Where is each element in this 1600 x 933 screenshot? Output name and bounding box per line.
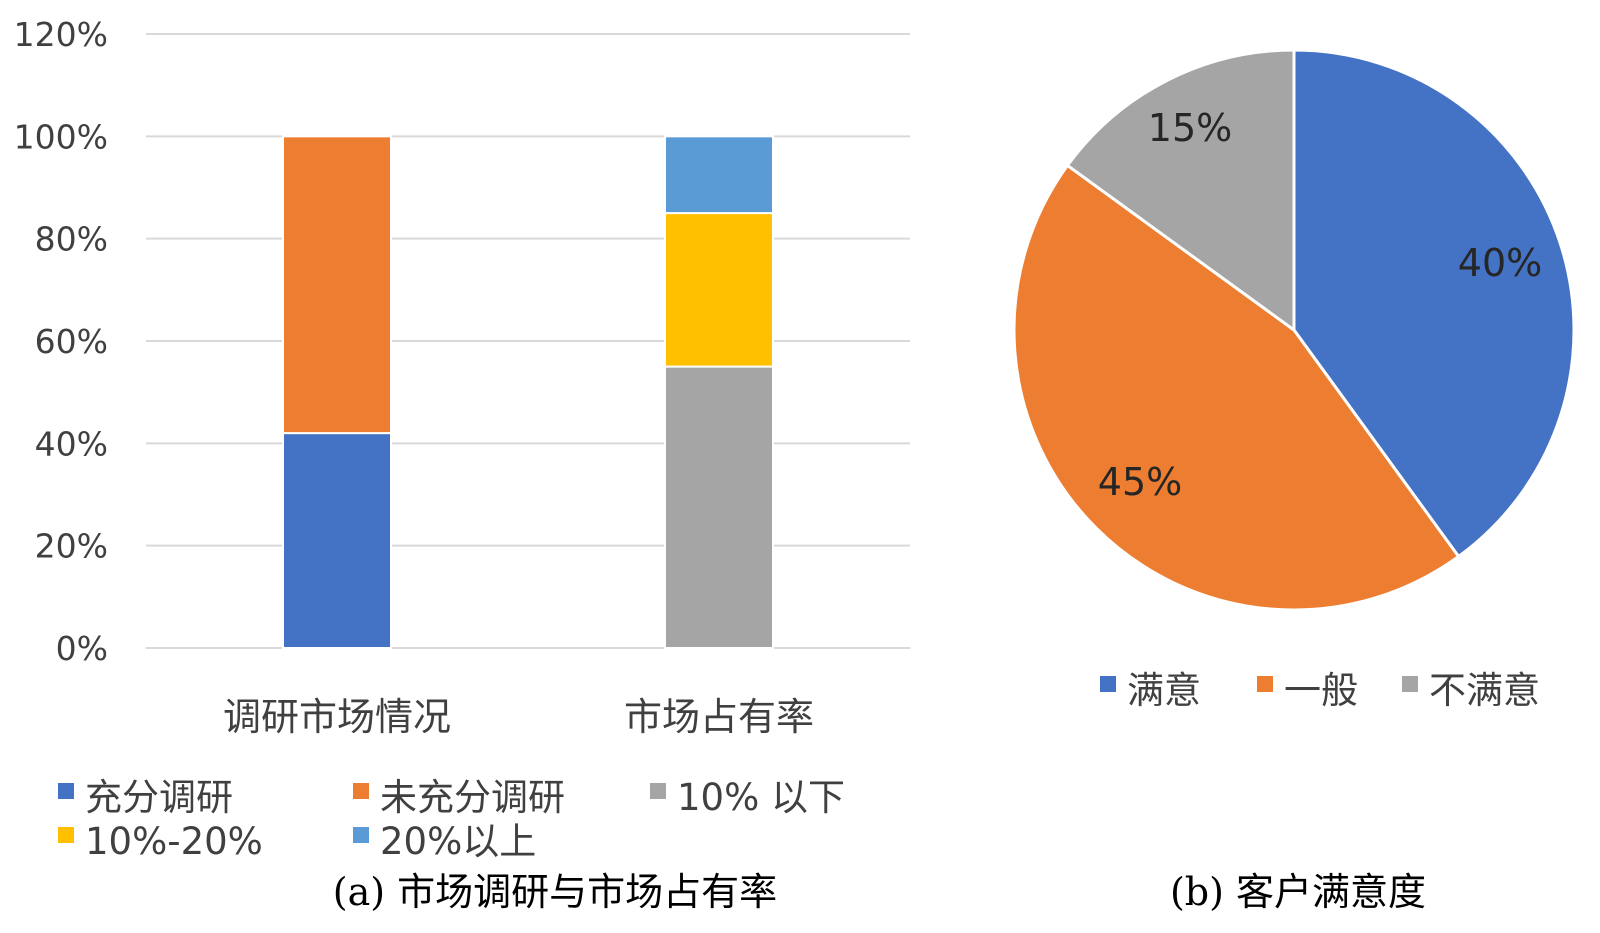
- bar-legend: 充分调研 未充分调研 10% 以下 10%-20% 20%以上: [58, 776, 845, 863]
- pie-chart: 40% 45% 15% 满意 一般 不满意 (b) 客户满意度: [1012, 48, 1576, 914]
- legend-swatch: [1257, 676, 1273, 692]
- legend-label: 20%以上: [380, 820, 536, 863]
- bars: [282, 135, 774, 649]
- pie-data-label: 45%: [1098, 460, 1182, 504]
- pie-slice: [1012, 163, 1461, 612]
- pie-slice: [1065, 48, 1296, 333]
- legend-label: 满意: [1127, 669, 1201, 712]
- y-tick-label: 120%: [14, 15, 108, 54]
- y-tick-label: 60%: [35, 322, 108, 361]
- legend-swatch: [353, 783, 369, 799]
- legend-swatch: [58, 827, 74, 843]
- pie-chart-caption: (b) 客户满意度: [1170, 870, 1426, 914]
- bar-segment-4472c4: [282, 432, 392, 649]
- y-tick-label: 0%: [56, 629, 108, 668]
- bar-segment-a5a5a5: [664, 365, 774, 649]
- bar-segment-5b9bd5: [664, 135, 774, 215]
- pie-slice: [1292, 48, 1576, 559]
- legend-label: 10%-20%: [85, 820, 263, 863]
- legend-label: 一般: [1284, 669, 1358, 712]
- legend-label: 10% 以下: [677, 776, 845, 819]
- gridlines: [146, 33, 910, 649]
- pie-data-label: 40%: [1458, 241, 1542, 285]
- pie-data-label: 15%: [1148, 106, 1232, 150]
- x-category-label: 市场占有率: [624, 695, 814, 739]
- stacked-bar-chart: 0% 20% 40% 60% 80% 100% 120% 调研市场情况 市场占有率 充分调研 未…: [14, 15, 910, 914]
- legend-swatch: [353, 827, 369, 843]
- pie-legend: 满意 一般 不满意: [1100, 669, 1540, 712]
- legend-swatch: [58, 783, 74, 799]
- y-tick-label: 40%: [35, 424, 108, 463]
- pie-data-labels: 40% 45% 15%: [1098, 106, 1542, 504]
- legend-label: 不满意: [1429, 669, 1540, 712]
- bar-chart-caption: (a) 市场调研与市场占有率: [333, 870, 777, 914]
- legend-swatch: [650, 783, 666, 799]
- legend-swatch: [1100, 676, 1116, 692]
- y-tick-label: 80%: [35, 220, 108, 259]
- y-tick-label: 100%: [14, 117, 108, 156]
- legend-label: 充分调研: [85, 776, 233, 819]
- legend-label: 未充分调研: [380, 776, 565, 819]
- y-tick-label: 20%: [35, 527, 108, 566]
- bar-segment-ffc000: [664, 212, 774, 368]
- y-axis-tick-labels: 0% 20% 40% 60% 80% 100% 120%: [14, 15, 108, 668]
- pie-slices: [1012, 48, 1576, 612]
- legend-swatch: [1402, 676, 1418, 692]
- x-category-label: 调研市场情况: [223, 695, 451, 739]
- x-axis-category-labels: 调研市场情况 市场占有率: [223, 695, 814, 739]
- bar-segment-ed7d31: [282, 135, 392, 435]
